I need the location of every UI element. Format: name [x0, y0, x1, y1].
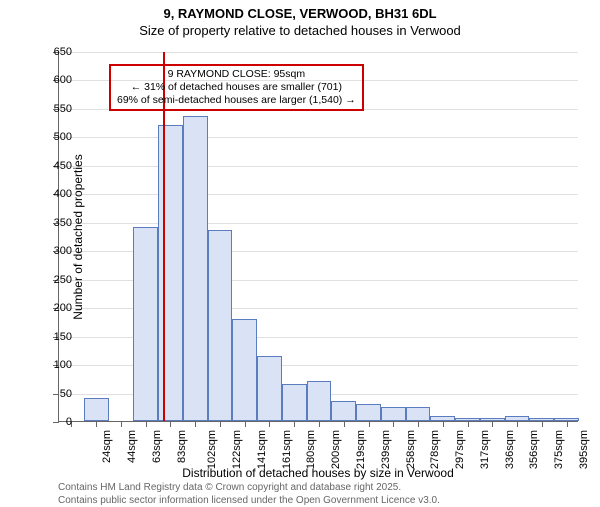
- y-tick-label: 400: [32, 188, 72, 200]
- y-tick-label: 500: [32, 131, 72, 143]
- x-axis-title: Distribution of detached houses by size …: [58, 466, 578, 480]
- x-tick: [146, 421, 147, 427]
- x-tick-label: 83sqm: [176, 430, 188, 463]
- annotation-line2: ← 31% of detached houses are smaller (70…: [117, 81, 356, 94]
- histogram-bar: [232, 319, 257, 421]
- annotation-line1: 9 RAYMOND CLOSE: 95sqm: [117, 68, 356, 81]
- y-tick-label: 0: [32, 416, 72, 428]
- x-tick-label: 395sqm: [578, 430, 590, 469]
- y-tick-label: 600: [32, 74, 72, 86]
- histogram-bar: [208, 230, 233, 421]
- histogram-bar: [84, 398, 109, 421]
- grid-line: [59, 52, 578, 53]
- x-tick: [393, 421, 394, 427]
- grid-line: [59, 166, 578, 167]
- histogram-bar: [381, 407, 406, 421]
- x-tick: [369, 421, 370, 427]
- footer-attribution: Contains HM Land Registry data © Crown c…: [58, 482, 440, 507]
- x-tick-label: 297sqm: [454, 430, 466, 469]
- x-tick: [294, 421, 295, 427]
- x-tick: [195, 421, 196, 427]
- annotation-box: 9 RAYMOND CLOSE: 95sqm← 31% of detached …: [109, 64, 364, 111]
- footer-line1: Contains HM Land Registry data © Crown c…: [58, 482, 440, 495]
- x-tick-label: 102sqm: [207, 430, 219, 469]
- x-tick: [567, 421, 568, 427]
- x-tick-label: 122sqm: [231, 430, 243, 469]
- annotation-line3: 69% of semi-detached houses are larger (…: [117, 94, 356, 107]
- x-tick: [492, 421, 493, 427]
- y-tick-label: 300: [32, 245, 72, 257]
- y-tick-label: 350: [32, 217, 72, 229]
- histogram-bar: [406, 407, 431, 421]
- y-tick-label: 250: [32, 274, 72, 286]
- x-tick-label: 239sqm: [380, 430, 392, 469]
- x-tick-label: 375sqm: [553, 430, 565, 469]
- x-tick-label: 180sqm: [306, 430, 318, 469]
- x-tick: [96, 421, 97, 427]
- x-tick-label: 258sqm: [405, 430, 417, 469]
- y-tick-label: 650: [32, 46, 72, 58]
- x-tick-label: 141sqm: [256, 430, 268, 469]
- grid-line: [59, 137, 578, 138]
- histogram-bar: [331, 401, 356, 421]
- histogram-bar: [282, 384, 307, 421]
- grid-line: [59, 223, 578, 224]
- chart-title: 9, RAYMOND CLOSE, VERWOOD, BH31 6DL Size…: [0, 0, 600, 40]
- y-axis-title: Number of detached properties: [71, 87, 85, 387]
- histogram-bar: [307, 381, 332, 421]
- y-tick-label: 50: [32, 388, 72, 400]
- x-tick-label: 161sqm: [281, 430, 293, 469]
- histogram-bar: [356, 404, 381, 421]
- x-tick-label: 356sqm: [528, 430, 540, 469]
- x-tick: [542, 421, 543, 427]
- x-tick-label: 336sqm: [504, 430, 516, 469]
- x-tick-label: 219sqm: [355, 430, 367, 469]
- footer-line2: Contains public sector information licen…: [58, 495, 440, 507]
- x-tick: [269, 421, 270, 427]
- x-tick-label: 44sqm: [126, 430, 138, 463]
- x-tick: [517, 421, 518, 427]
- chart-area: 9 RAYMOND CLOSE: 95sqm← 31% of detached …: [58, 52, 578, 422]
- x-tick-label: 24sqm: [101, 430, 113, 463]
- plot-area: 9 RAYMOND CLOSE: 95sqm← 31% of detached …: [58, 52, 578, 422]
- x-tick: [468, 421, 469, 427]
- x-tick-label: 200sqm: [330, 430, 342, 469]
- y-tick-label: 150: [32, 331, 72, 343]
- y-tick-label: 550: [32, 103, 72, 115]
- x-tick: [418, 421, 419, 427]
- title-line1: 9, RAYMOND CLOSE, VERWOOD, BH31 6DL: [0, 6, 600, 23]
- x-tick-label: 63sqm: [151, 430, 163, 463]
- y-tick-label: 100: [32, 359, 72, 371]
- y-tick-label: 450: [32, 160, 72, 172]
- x-tick: [344, 421, 345, 427]
- histogram-bar: [158, 125, 183, 421]
- histogram-bar: [183, 116, 208, 421]
- x-tick: [319, 421, 320, 427]
- x-tick-label: 317sqm: [479, 430, 491, 469]
- x-tick: [220, 421, 221, 427]
- x-tick: [245, 421, 246, 427]
- grid-line: [59, 194, 578, 195]
- x-tick: [443, 421, 444, 427]
- histogram-bar: [133, 227, 158, 421]
- x-tick: [170, 421, 171, 427]
- x-tick: [121, 421, 122, 427]
- y-tick-label: 200: [32, 302, 72, 314]
- histogram-bar: [257, 356, 282, 421]
- title-line2: Size of property relative to detached ho…: [0, 23, 600, 40]
- x-tick-label: 278sqm: [429, 430, 441, 469]
